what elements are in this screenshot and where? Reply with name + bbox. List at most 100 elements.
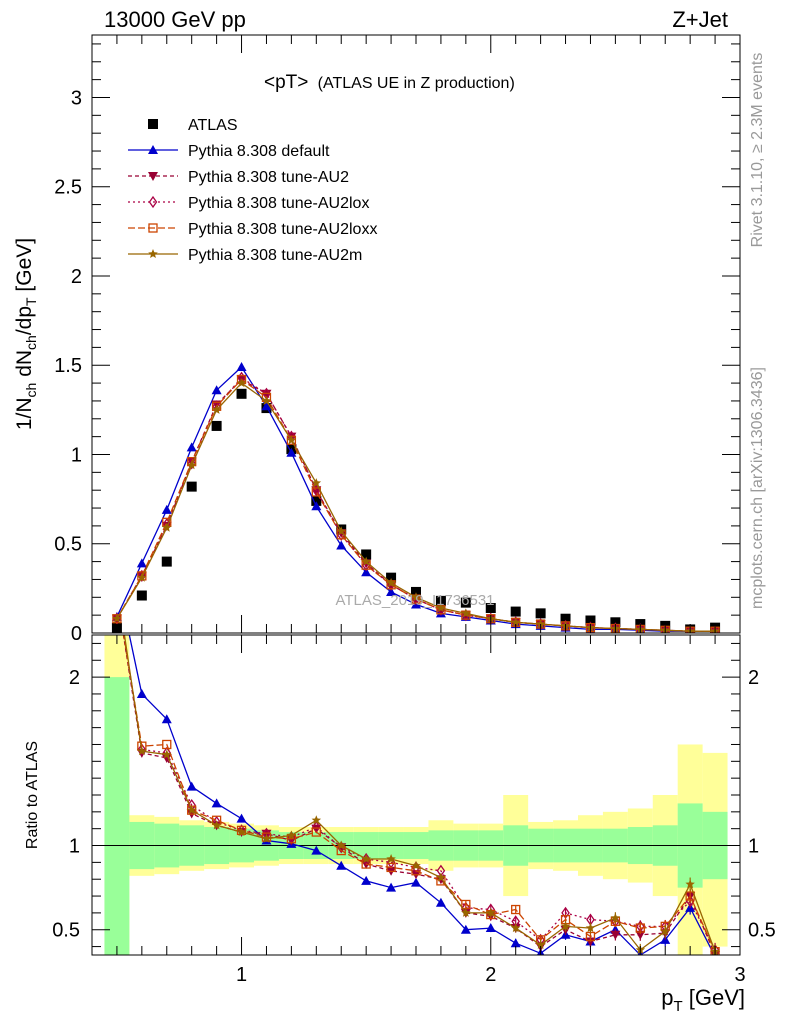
ratio-xtick-label: 3 — [734, 964, 745, 986]
ratio-point — [112, 571, 122, 580]
main-ytick-label: 2 — [71, 266, 82, 288]
ratio-point — [510, 923, 521, 933]
main-title: <pT> (ATLAS UE in Z production) — [264, 72, 515, 93]
header-right: Z+Jet — [672, 7, 728, 32]
ratio-point — [162, 749, 172, 759]
main-point — [186, 481, 197, 492]
main-point — [311, 478, 322, 488]
main-point — [211, 420, 222, 431]
ratio-point — [186, 781, 197, 791]
main-point — [311, 501, 322, 511]
main-point — [186, 460, 197, 470]
mcplots-label: mcplots.cern.ch [arXiv:1306.3436] — [749, 367, 766, 609]
legend: ATLAS Pythia 8.308 default Pythia 8.308 tu… — [128, 117, 377, 264]
main-point — [436, 603, 446, 613]
ratio-point — [685, 879, 695, 889]
ratio-point — [236, 813, 247, 823]
ratio-point — [311, 827, 321, 837]
ratio-point — [112, 589, 122, 598]
ratio-point — [336, 860, 347, 870]
main-ytick-label: 2.5 — [54, 177, 82, 199]
ratio-point — [162, 739, 172, 750]
main-point — [435, 595, 446, 606]
watermark: ATLAS_2019_I1736531 — [335, 592, 494, 609]
ratio-point — [186, 805, 197, 815]
main-point — [361, 556, 371, 566]
ratio-point — [162, 746, 172, 760]
ratio-point — [137, 743, 147, 756]
main-point — [460, 597, 471, 608]
ratio-point — [635, 923, 645, 933]
ratio-point — [136, 688, 147, 698]
main-point — [136, 558, 147, 568]
ratio-point — [460, 924, 471, 934]
main-point — [535, 619, 546, 629]
ratio-ytick-label-right: 2 — [748, 667, 759, 689]
legend-marker — [148, 145, 158, 154]
ratio-series-3 — [113, 589, 720, 955]
main-ylabel: 1/Nch dNch/dpT [GeV] — [13, 238, 39, 430]
main-point — [386, 586, 397, 596]
ratio-point — [137, 746, 147, 756]
main-point — [411, 592, 421, 602]
main-title-sub: (ATLAS UE in Z production) — [318, 75, 515, 92]
main-point — [161, 556, 172, 567]
header-left: 13000 GeV pp — [104, 7, 246, 32]
ratio-ytick-label: 2 — [69, 667, 80, 689]
ratio-point — [311, 845, 322, 855]
ratio-point — [211, 798, 222, 808]
main-ytick-label: 0 — [71, 623, 82, 645]
legend-entry: Pythia 8.308 tune-AU2loxx — [128, 221, 377, 238]
ratio-point — [336, 840, 346, 850]
main-point — [535, 608, 546, 619]
main-title-main: <pT> — [264, 72, 308, 93]
x-axis-label: pT [GeV] — [661, 985, 745, 1015]
ratio-series-line — [122, 635, 716, 955]
main-point — [286, 435, 297, 445]
ratio-ylabel: Ratio to ATLAS — [24, 741, 41, 849]
main-series-0 — [111, 388, 721, 633]
ratio-point — [211, 820, 222, 830]
main-point — [211, 385, 222, 395]
legend-label: ATLAS — [188, 117, 238, 134]
main-point — [261, 401, 272, 411]
main-point — [187, 457, 196, 470]
main-point — [336, 540, 347, 550]
legend-entry: ATLAS — [148, 117, 238, 134]
main-ytick-label: 1.5 — [54, 355, 82, 377]
main-point — [386, 572, 397, 583]
main-ytick-label: 0.5 — [54, 534, 82, 556]
legend-marker — [148, 249, 158, 258]
legend-label: Pythia 8.308 tune-AU2loxx — [188, 221, 377, 238]
main-point — [560, 613, 571, 624]
ratio-point — [113, 589, 121, 597]
ratio-ytick-label-right: 1 — [748, 836, 759, 858]
ratio-point — [286, 830, 297, 840]
main-point — [137, 572, 147, 582]
ratio-series-1 — [112, 589, 721, 955]
ratio-point — [535, 939, 546, 949]
main-point — [112, 613, 122, 623]
main-point — [361, 567, 372, 577]
main-point — [485, 603, 496, 614]
main-point — [510, 617, 521, 627]
ratio-point — [485, 923, 496, 933]
ratio-point — [511, 904, 521, 915]
ratio-point — [585, 937, 596, 947]
ratio-point — [585, 923, 596, 933]
main-ytick-label: 3 — [71, 87, 82, 109]
ratio-point — [237, 824, 246, 837]
legend-entry: Pythia 8.308 default — [128, 143, 330, 160]
ratio-point — [486, 907, 496, 917]
ratio-ytick-label: 1 — [69, 836, 80, 858]
ratio-frame — [91, 634, 741, 956]
legend-entry: Pythia 8.308 tune-AU2m — [128, 247, 362, 264]
main-point — [411, 586, 421, 597]
main-ytick-label: 1 — [71, 444, 82, 466]
ratio-point — [311, 815, 322, 825]
legend-label: Pythia 8.308 tune-AU2m — [188, 247, 362, 264]
ratio-point — [436, 872, 446, 882]
main-point — [610, 617, 621, 628]
main-point — [286, 447, 297, 457]
